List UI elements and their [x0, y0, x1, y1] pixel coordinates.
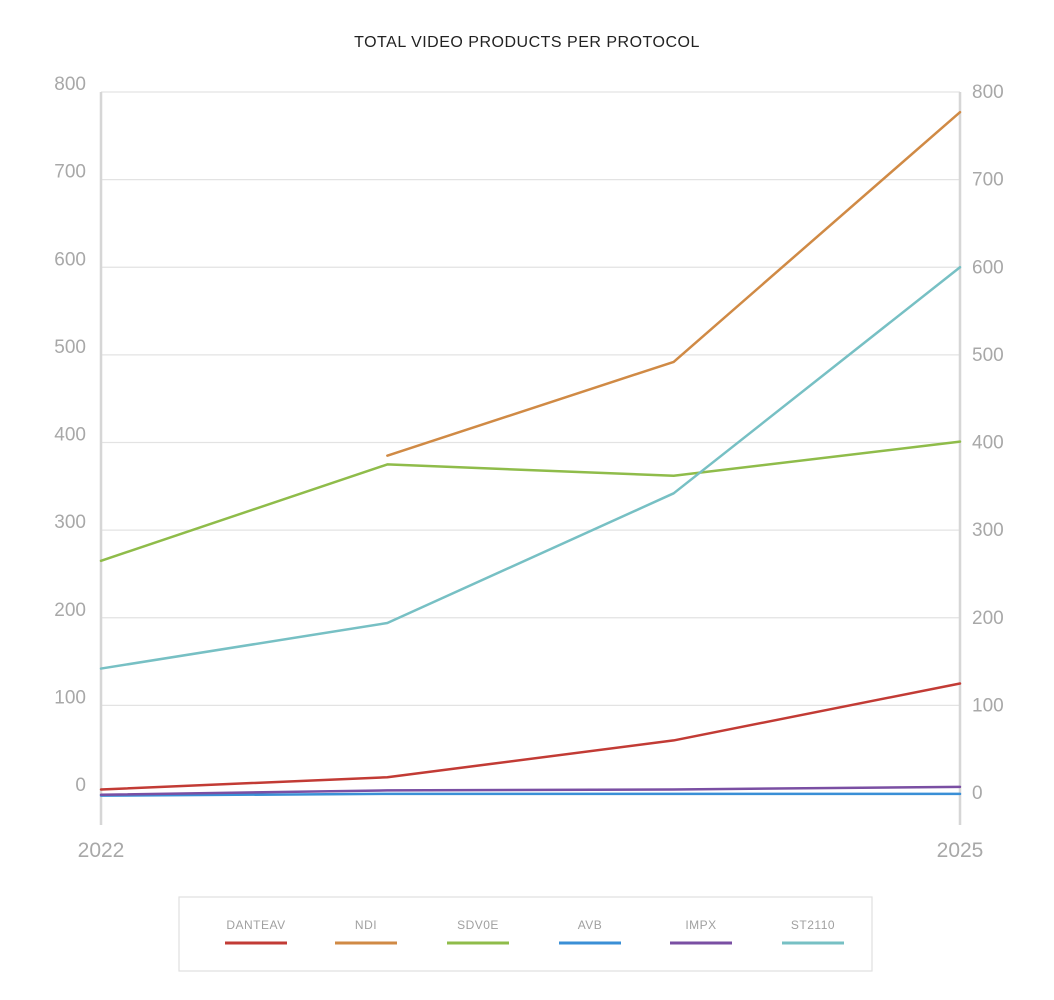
y-tick-label-right: 600 — [972, 257, 1004, 278]
y-axis-left-ticks: 0 100 200 300 400 500 600 700 800 — [54, 74, 86, 796]
legend-label-ndi: NDI — [355, 918, 377, 932]
legend-label-sdv0e: SDV0E — [457, 918, 499, 932]
y-tick-label-left: 700 — [54, 162, 86, 183]
x-tick-label: 2022 — [78, 839, 125, 862]
series-line-ndi — [386, 110, 962, 457]
y-tick-label-right: 200 — [972, 608, 1004, 629]
series-lines — [99, 110, 962, 797]
y-tick-label-left: 300 — [54, 512, 86, 533]
y-tick-label-right: 400 — [972, 433, 1004, 454]
series-line-st2110 — [99, 266, 962, 670]
y-tick-label-right: 100 — [972, 695, 1004, 716]
series-line-danteav — [99, 682, 962, 791]
legend: DANTEAV NDI SDV0E AVB IMPX ST2110 — [178, 896, 873, 972]
series-line-avb — [99, 792, 962, 797]
y-tick-label-right: 500 — [972, 345, 1004, 366]
y-tick-label-left: 500 — [54, 337, 86, 358]
y-tick-label-right: 700 — [972, 170, 1004, 191]
y-tick-label-left: 800 — [54, 74, 86, 95]
chart-title: TOTAL VIDEO PRODUCTS PER PROTOCOL — [354, 34, 700, 51]
y-axis-right-ticks: 0 100 200 300 400 500 600 700 800 — [972, 82, 1004, 804]
legend-label-danteav: DANTEAV — [226, 918, 285, 932]
axes — [99, 92, 962, 825]
legend-label-st2110: ST2110 — [791, 918, 835, 932]
x-axis-ticks: 2022 2025 — [78, 839, 984, 862]
x-tick-label: 2025 — [937, 839, 984, 862]
y-tick-label-right: 800 — [972, 82, 1004, 103]
y-tick-label-right: 0 — [972, 783, 983, 804]
y-tick-label-left: 600 — [54, 249, 86, 270]
grid-lines — [101, 91, 960, 706]
legend-box — [178, 896, 873, 972]
y-tick-label-left: 400 — [54, 425, 86, 446]
y-tick-label-left: 100 — [54, 687, 86, 708]
y-tick-label-right: 300 — [972, 520, 1004, 541]
legend-label-avb: AVB — [578, 918, 603, 932]
series-line-sdv0e — [99, 440, 962, 563]
y-tick-label-left: 200 — [54, 600, 86, 621]
y-tick-label-left: 0 — [75, 775, 86, 796]
legend-label-impx: IMPX — [685, 918, 716, 932]
series-line-impx — [99, 785, 962, 797]
